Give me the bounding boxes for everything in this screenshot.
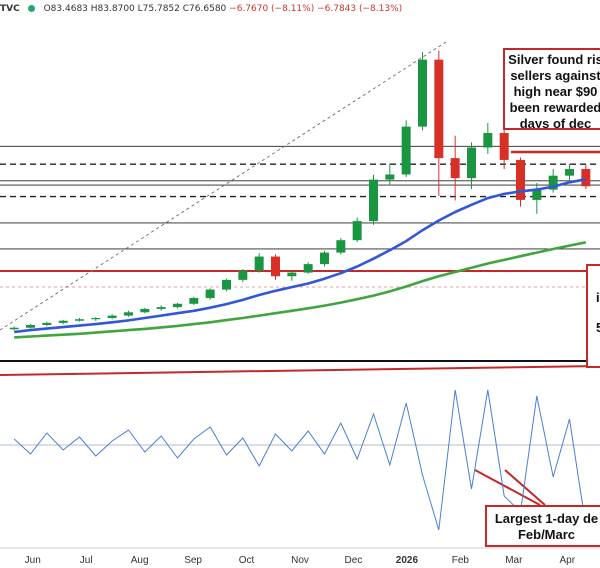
candle-body bbox=[303, 264, 313, 273]
candle-body bbox=[254, 256, 264, 271]
candle-body bbox=[156, 307, 166, 309]
trend-line-red bbox=[0, 365, 600, 376]
callout-mid-line: 5 bbox=[596, 320, 600, 336]
x-tick-label: Apr bbox=[559, 555, 575, 566]
x-tick-label: Dec bbox=[345, 555, 363, 566]
candle-body bbox=[271, 256, 280, 277]
candle-body bbox=[401, 126, 411, 175]
daily-change-indicator bbox=[0, 389, 600, 531]
moving-averages bbox=[14, 178, 587, 339]
candle-body bbox=[532, 189, 542, 200]
x-tick-label: Jul bbox=[80, 555, 93, 566]
candle-body bbox=[548, 175, 558, 190]
candle-body bbox=[42, 322, 52, 325]
candle-body bbox=[467, 147, 476, 179]
callout-top-line: high near $90 bbox=[513, 84, 598, 99]
callout-top-line: sellers against bbox=[510, 68, 600, 83]
callout-top-line: days of dec bbox=[519, 116, 592, 130]
callout-arrow bbox=[474, 469, 541, 506]
trend-line-dotted bbox=[0, 41, 447, 331]
candlesticks bbox=[9, 50, 591, 331]
candle-body bbox=[483, 132, 493, 148]
candle-body bbox=[140, 308, 150, 313]
callout-top: Silver found ris sellers against high ne… bbox=[503, 48, 600, 130]
chart-header: TVC O83.4683 H83.8700 L75.7852 C76.6580 … bbox=[0, 4, 402, 20]
trend-lines bbox=[0, 41, 600, 506]
candle-body bbox=[434, 59, 444, 159]
candle-body bbox=[75, 319, 84, 321]
candle-body bbox=[173, 303, 182, 308]
x-tick-label: Feb bbox=[452, 555, 470, 566]
ohlc-open: O83.4683 bbox=[43, 4, 88, 14]
candle-body bbox=[516, 159, 525, 200]
candle-body bbox=[336, 240, 346, 253]
callout-arrow bbox=[504, 469, 546, 506]
candle-body bbox=[9, 327, 19, 330]
callout-bottom-line: Feb/Marc bbox=[517, 527, 576, 542]
ma200-line bbox=[14, 241, 587, 339]
candle-body bbox=[107, 315, 117, 319]
candle-body bbox=[499, 132, 509, 160]
x-tick-label: 2026 bbox=[396, 555, 419, 566]
candle-body bbox=[26, 324, 35, 328]
x-tick-label: Mar bbox=[505, 555, 523, 566]
callout-bottom-line: Largest 1-day de bbox=[494, 511, 599, 526]
candle-body bbox=[189, 298, 199, 304]
candle-body bbox=[369, 179, 378, 222]
ma100-line bbox=[14, 178, 587, 334]
candle-body bbox=[450, 158, 460, 179]
reference-lines bbox=[0, 145, 600, 362]
candle-body bbox=[222, 279, 231, 290]
candle-body bbox=[287, 272, 297, 277]
price-change-alt: −6.7843 (−8.13%) bbox=[317, 4, 403, 14]
candle-body bbox=[565, 169, 574, 176]
x-tick-label: Oct bbox=[239, 555, 255, 566]
market-status-icon bbox=[27, 5, 35, 12]
candle-body bbox=[58, 320, 68, 323]
callout-top-line: Silver found ris bbox=[508, 52, 600, 67]
candle-body bbox=[124, 312, 133, 316]
callout-middle: i 5 bbox=[586, 264, 600, 368]
symbol-label: TVC bbox=[0, 4, 20, 14]
candle-body bbox=[352, 221, 362, 241]
x-axis: Jun Jul Aug Sep Oct Nov Dec 2026 Feb Mar Apr bbox=[0, 547, 600, 566]
ohlc-high: H83.8700 bbox=[90, 4, 135, 14]
ohlc-close: C76.6580 bbox=[182, 4, 227, 14]
x-tick-label: Sep bbox=[184, 555, 202, 566]
candle-body bbox=[418, 59, 427, 127]
candle-body bbox=[91, 318, 101, 320]
x-tick-label: Nov bbox=[291, 555, 309, 566]
candle-body bbox=[320, 252, 329, 265]
candle-body bbox=[581, 169, 591, 187]
callout-bottom: Largest 1-day de Feb/Marc bbox=[485, 505, 600, 547]
indicator-line bbox=[13, 389, 587, 531]
callout-mid-line: i bbox=[596, 290, 600, 305]
x-tick-label: Aug bbox=[131, 555, 149, 566]
callout-top-line: been rewarded bbox=[509, 100, 600, 115]
price-change: −6.7670 (−8.11%) bbox=[229, 4, 315, 14]
x-tick-label: Jun bbox=[25, 555, 41, 566]
candle-body bbox=[385, 174, 395, 180]
candle-body bbox=[238, 270, 248, 280]
ohlc-low: L75.7852 bbox=[137, 4, 180, 14]
candle-body bbox=[205, 289, 215, 299]
